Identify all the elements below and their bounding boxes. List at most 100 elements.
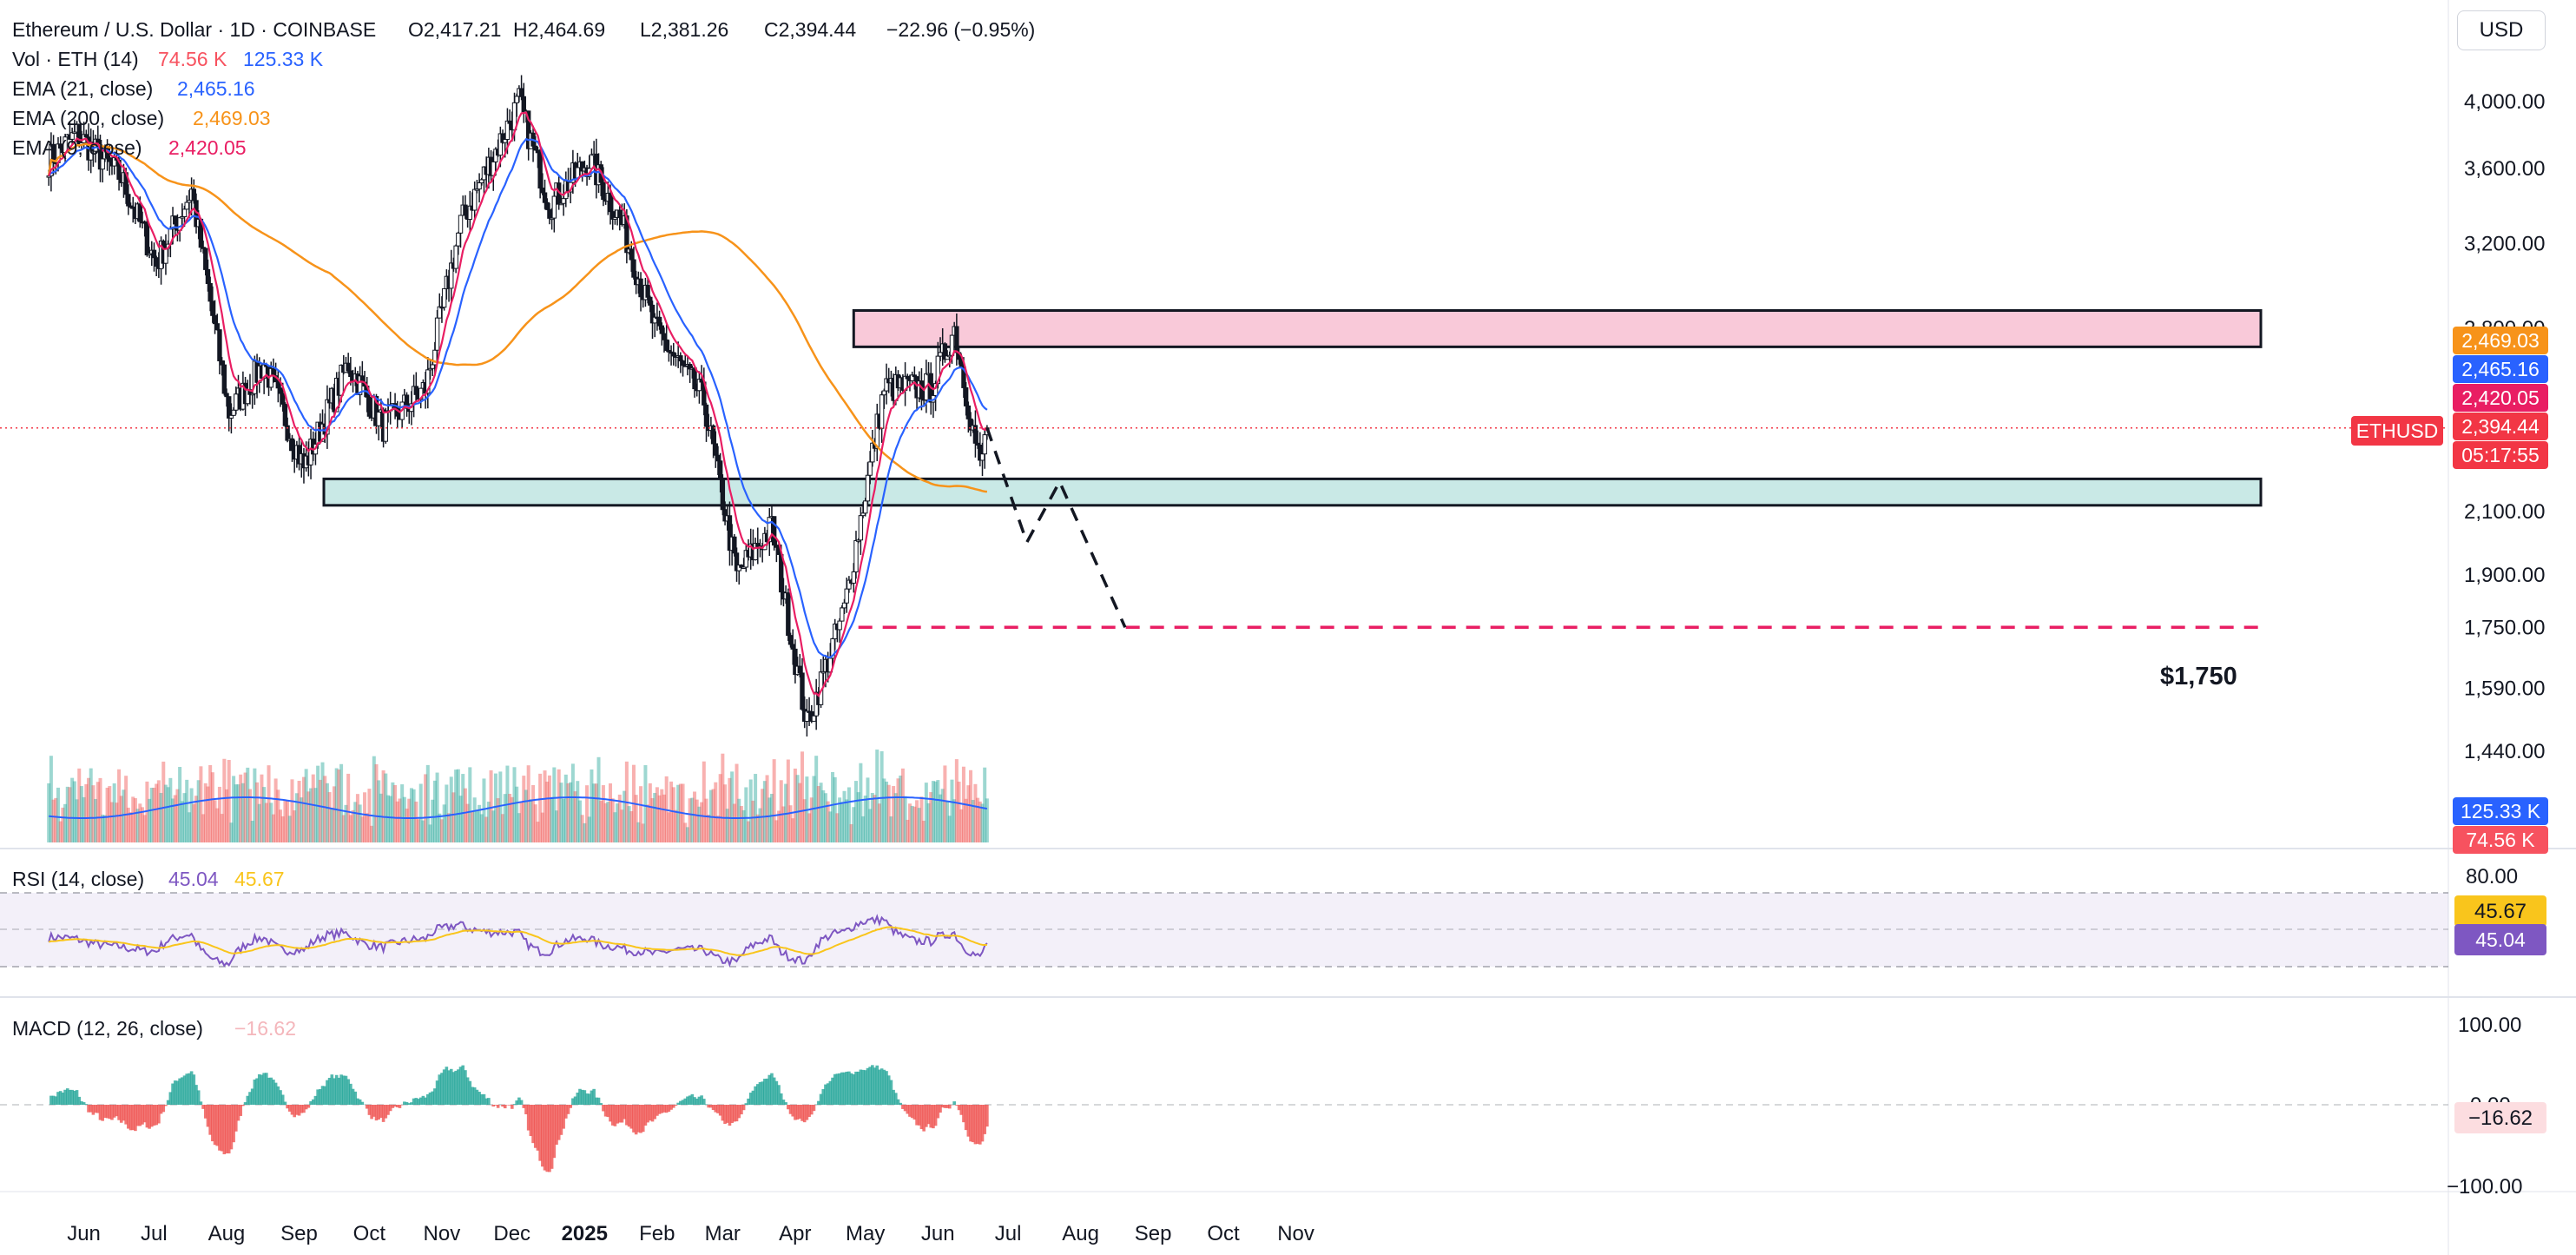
- macd-bar: [349, 1083, 352, 1105]
- macd-bar: [955, 1105, 959, 1106]
- ema-lines: [47, 111, 988, 697]
- candle-body: [477, 182, 482, 190]
- macd-bar: [964, 1105, 968, 1131]
- candle-body: [720, 478, 726, 511]
- macd-bar: [149, 1105, 154, 1127]
- volume-bar: [247, 789, 252, 842]
- macd-bar: [487, 1098, 491, 1105]
- volume-bar: [866, 777, 870, 842]
- macd-bar: [155, 1105, 158, 1126]
- candle-body: [663, 339, 669, 351]
- macd-bar: [115, 1105, 119, 1117]
- macd-bar: [297, 1105, 301, 1116]
- volume-bar: [744, 787, 748, 842]
- macd-bar: [512, 1104, 517, 1105]
- macd-bar: [966, 1105, 971, 1137]
- projection-path[interactable]: [985, 427, 1127, 629]
- volume-bar: [126, 807, 130, 842]
- candle-body: [205, 268, 211, 284]
- candle-body: [797, 665, 802, 674]
- rsi-axis-80: 80.00: [2466, 865, 2518, 888]
- volume-bar: [715, 816, 720, 842]
- volume-bar: [917, 808, 921, 842]
- volume-bar: [87, 777, 91, 842]
- volume-bar: [246, 767, 250, 842]
- macd-bar: [943, 1105, 947, 1108]
- macd-bar: [761, 1081, 764, 1105]
- resistance-zone[interactable]: [852, 309, 2263, 348]
- macd-bar: [302, 1105, 306, 1113]
- volume-bar: [456, 769, 460, 842]
- macd-bar: [754, 1086, 757, 1105]
- macd-bar: [704, 1104, 708, 1105]
- volume-bar: [475, 809, 479, 842]
- volume-bar: [971, 800, 975, 842]
- volume-bar: [952, 799, 957, 842]
- volume-bar: [929, 792, 933, 842]
- candle-body: [841, 602, 847, 609]
- macd-bar: [346, 1079, 350, 1105]
- macd-bar: [309, 1101, 313, 1105]
- macd-bar: [693, 1097, 696, 1105]
- macd-bar: [215, 1105, 220, 1146]
- volume-bar: [175, 789, 180, 842]
- volume-bar: [384, 773, 388, 842]
- candle-body: [638, 278, 643, 298]
- macd-bar: [741, 1105, 746, 1111]
- macd-bar: [873, 1067, 877, 1105]
- time-axis-label: 2025: [562, 1222, 608, 1245]
- macd-bar: [218, 1105, 221, 1151]
- volume-bar: [348, 815, 352, 842]
- support-zone[interactable]: [322, 477, 2263, 507]
- macd-bar: [51, 1095, 56, 1105]
- volume-bar: [517, 813, 521, 842]
- macd-bar: [721, 1105, 725, 1121]
- volume-bar: [115, 803, 119, 842]
- macd-bar: [522, 1105, 526, 1108]
- volume-bar: [725, 809, 729, 842]
- macd-bar: [410, 1102, 413, 1105]
- volume-bars: [47, 750, 989, 842]
- volume-bar: [533, 804, 537, 842]
- rsi-ma-value: 45.67: [234, 868, 285, 890]
- macd-bar: [442, 1069, 446, 1105]
- candle-body: [430, 364, 435, 369]
- macd-bar: [417, 1099, 420, 1105]
- macd-bar: [316, 1089, 320, 1105]
- macd-bar: [229, 1105, 234, 1150]
- macd-bar: [671, 1105, 675, 1108]
- macd-bar: [849, 1073, 853, 1105]
- volume-bar: [379, 793, 383, 842]
- macd-bar: [880, 1068, 884, 1105]
- volume-bar: [428, 824, 432, 842]
- macd-bar: [627, 1105, 631, 1127]
- macd-bar: [657, 1105, 662, 1114]
- candle-body: [954, 326, 959, 353]
- macd-bar: [451, 1072, 456, 1105]
- volume-bar: [900, 768, 905, 842]
- macd-bar: [573, 1096, 577, 1105]
- macd-bar: [435, 1080, 439, 1105]
- macd-bar: [63, 1089, 67, 1105]
- volume-bar: [983, 767, 987, 842]
- currency-selector[interactable]: USD: [2457, 10, 2546, 50]
- volume-bar: [655, 787, 659, 842]
- volume-bar: [414, 801, 418, 842]
- time-axis-label: Jul: [995, 1222, 1022, 1245]
- candle-body: [662, 333, 667, 340]
- volume-bar: [484, 816, 489, 842]
- macd-bar: [424, 1097, 427, 1105]
- time-axis-label: Mar: [705, 1222, 741, 1245]
- macd-bar: [800, 1105, 804, 1121]
- macd-bar: [697, 1096, 702, 1105]
- volume-bar: [341, 815, 346, 842]
- macd-bar: [531, 1105, 535, 1144]
- volume-bar: [374, 763, 379, 842]
- price-tag-text: 2,420.05: [2461, 386, 2540, 409]
- time-axis-label: Sep: [280, 1222, 318, 1245]
- macd-bar: [922, 1105, 926, 1132]
- volume-bar: [330, 807, 334, 842]
- macd-bar: [859, 1069, 863, 1105]
- macd-bar: [425, 1093, 430, 1105]
- time-axis[interactable]: Jun Jul Aug Sep Oct Nov Dec 2025 Feb Mar Apr May Jun…: [67, 1222, 1314, 1245]
